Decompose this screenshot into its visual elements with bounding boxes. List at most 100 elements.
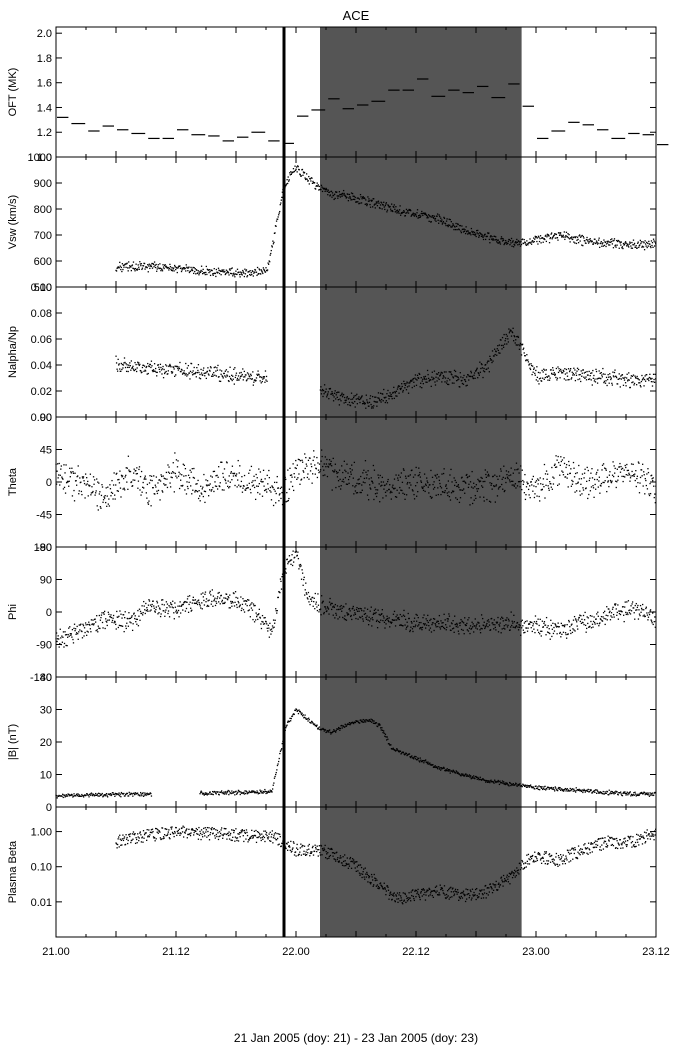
phi-point <box>199 603 201 605</box>
b-point <box>83 796 85 798</box>
theta-point <box>99 506 102 508</box>
b-point <box>524 785 526 788</box>
nalpha-point <box>255 379 257 382</box>
vsw-point <box>158 267 160 270</box>
nalpha-point <box>150 360 153 362</box>
nalpha-point <box>376 401 379 403</box>
b-point <box>212 790 214 793</box>
theta-point <box>511 480 513 482</box>
b-point <box>322 727 324 730</box>
phi-point <box>88 623 90 626</box>
theta-point <box>399 476 401 478</box>
theta-point <box>212 470 215 473</box>
b-point <box>539 789 541 791</box>
b-point <box>365 721 367 723</box>
b-point <box>339 729 341 731</box>
theta-point <box>211 489 213 491</box>
vsw-point <box>561 236 563 238</box>
phi-point <box>417 616 419 619</box>
phi-point <box>367 624 370 626</box>
b-point <box>488 781 490 783</box>
vsw-point <box>502 238 504 240</box>
phi-point <box>541 620 543 622</box>
vsw-point <box>224 273 226 276</box>
theta-point <box>64 472 66 474</box>
theta-point <box>399 486 401 489</box>
b-point <box>225 790 227 793</box>
phi-point <box>464 617 466 619</box>
phi-point <box>329 604 332 606</box>
vsw-point <box>496 239 498 241</box>
vsw-point <box>267 263 270 265</box>
nalpha-point <box>388 398 390 400</box>
vsw-point <box>188 266 190 268</box>
vsw-point <box>415 215 418 218</box>
vsw-point <box>374 203 376 205</box>
phi-point <box>188 603 190 606</box>
b-point <box>474 777 476 780</box>
vsw-point <box>416 209 419 211</box>
vsw-point <box>602 242 604 244</box>
theta-point <box>646 488 649 490</box>
b-point <box>476 778 478 780</box>
phi-point <box>333 606 335 609</box>
b-point <box>443 766 445 769</box>
theta-point <box>373 469 376 471</box>
vsw-point <box>649 245 652 248</box>
phi-point <box>392 619 394 621</box>
vsw-point <box>540 242 542 244</box>
b-point <box>447 770 449 772</box>
b-point <box>88 796 90 798</box>
vsw-point <box>154 264 156 266</box>
nalpha-point <box>365 407 367 409</box>
vsw-point <box>499 243 502 245</box>
phi-point <box>338 616 341 618</box>
theta-point <box>552 476 554 478</box>
vsw-point <box>364 203 366 206</box>
phi-point <box>630 610 633 612</box>
nalpha-point <box>128 364 130 366</box>
b-point <box>333 729 335 731</box>
theta-point <box>353 461 356 464</box>
b-point <box>252 790 254 792</box>
phi-point <box>276 610 278 612</box>
nalpha-point <box>396 395 398 397</box>
vsw-point <box>141 267 144 269</box>
nalpha-point <box>322 395 324 398</box>
nalpha-point <box>568 378 570 381</box>
nalpha-point <box>555 367 558 370</box>
theta-point <box>338 469 341 471</box>
vsw-point <box>316 185 318 187</box>
theta-point <box>127 455 130 457</box>
b-point <box>445 768 447 771</box>
nalpha-point <box>539 372 541 374</box>
b-point <box>281 748 283 750</box>
b-point <box>221 790 223 792</box>
theta-point <box>156 492 159 495</box>
phi-point <box>366 608 369 610</box>
vsw-point <box>195 273 197 275</box>
phi-point <box>107 619 109 621</box>
theta-point <box>601 464 604 466</box>
theta-point <box>193 477 196 479</box>
b-point <box>355 720 357 722</box>
phi-point <box>181 603 183 606</box>
vsw-point <box>386 209 389 211</box>
nalpha-point <box>648 379 650 382</box>
nalpha-point <box>510 335 513 337</box>
b-point <box>311 721 313 723</box>
nalpha-point <box>371 405 373 408</box>
b-point <box>537 788 540 791</box>
phi-point <box>373 612 375 614</box>
b-point <box>95 792 97 795</box>
b-point <box>323 728 325 731</box>
nalpha-point <box>322 389 325 392</box>
nalpha-point <box>529 367 531 369</box>
vsw-point <box>637 241 639 243</box>
b-point <box>146 792 148 794</box>
phi-point <box>552 632 555 635</box>
theta-point <box>394 496 397 498</box>
vsw-point <box>202 268 204 271</box>
theta-point <box>413 498 416 500</box>
